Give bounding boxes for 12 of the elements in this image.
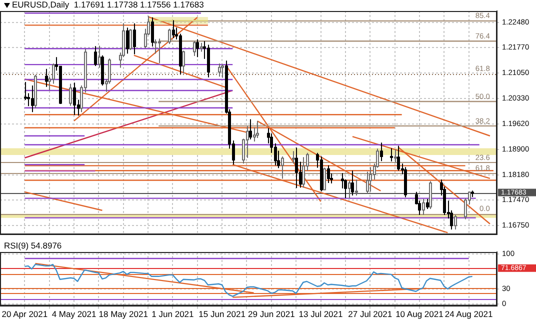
chart-title: RSI(9) 54.8976 xyxy=(4,240,62,251)
x-tick-label: 4 May 2021 xyxy=(52,309,96,320)
x-tick-label: 10 Aug 2021 xyxy=(396,309,444,320)
x-tick-label: 24 Aug 2021 xyxy=(444,309,493,320)
x-tick-label: 15 Jun 2021 xyxy=(198,309,246,320)
x-tick-label: 20 Apr 2021 xyxy=(2,309,48,320)
x-tick-label: 29 Jun 2021 xyxy=(248,309,296,320)
x-tick-label: 13 Jul 2021 xyxy=(298,309,344,320)
chart-title: EURUSD,Daily 1.17691 1.17738 1.17556 1.17683 xyxy=(12,0,204,10)
x-tick-label: 1 Jun 2021 xyxy=(152,309,194,320)
x-tick-label: 27 Jul 2021 xyxy=(348,309,392,320)
x-tick-label: 18 May 2021 xyxy=(98,309,148,320)
